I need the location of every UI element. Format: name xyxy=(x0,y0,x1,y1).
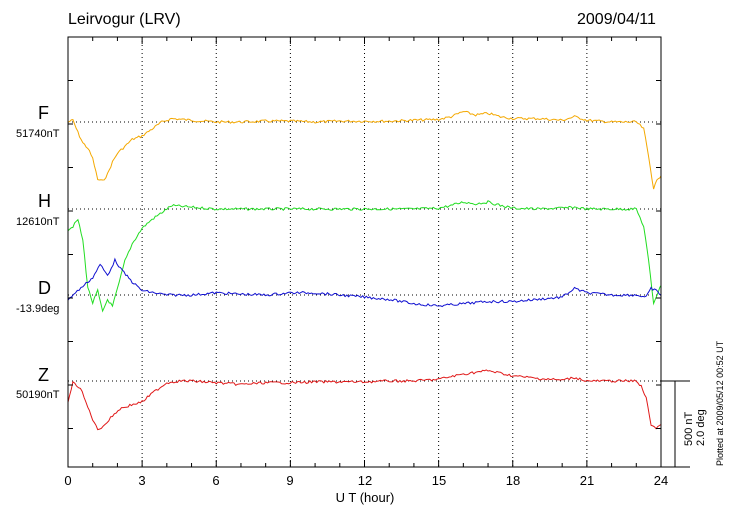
channel-baseline-h: 12610nT xyxy=(16,216,60,228)
scale-nt-label: 500 nT xyxy=(683,411,695,446)
date-label: 2009/04/11 xyxy=(577,11,656,28)
plotted-at-label: Plotted at 2009/05/12 00:52 UT xyxy=(715,340,725,466)
series-line-d xyxy=(67,257,662,308)
x-tick-label: 9 xyxy=(286,473,294,488)
x-tick-label: 21 xyxy=(579,473,595,488)
channel-label-d: D xyxy=(38,278,51,298)
x-tick-label: 12 xyxy=(357,473,373,488)
grid-lines xyxy=(68,37,661,467)
axis-ticks xyxy=(67,36,662,467)
x-tick-label: 3 xyxy=(138,473,146,488)
x-tick-label: 24 xyxy=(653,473,669,488)
scale-bar xyxy=(661,380,690,468)
channel-label-f: F xyxy=(38,103,49,123)
x-tick-label: 0 xyxy=(64,473,72,488)
channel-baseline-z: 50190nT xyxy=(16,389,60,401)
scale-deg-label: 2.0 deg xyxy=(695,409,708,446)
series-line-h xyxy=(67,200,662,313)
x-tick-label: 15 xyxy=(431,473,447,488)
scale-bar-label: 500 nT 2.0 deg xyxy=(683,409,707,446)
x-tick-label: 18 xyxy=(505,473,521,488)
series-line-z xyxy=(67,369,662,431)
series-group xyxy=(67,110,662,431)
channel-baseline-d: -13.9deg xyxy=(16,303,60,315)
series-line-f xyxy=(67,110,662,190)
channel-label-h: H xyxy=(38,191,51,211)
x-axis-label: U T (hour) xyxy=(335,490,395,505)
station-title: Leirvogur (LRV) xyxy=(68,11,181,28)
x-tick-label: 6 xyxy=(212,473,220,488)
channel-label-z: Z xyxy=(38,365,49,385)
channel-baseline-f: 51740nT xyxy=(16,128,60,140)
